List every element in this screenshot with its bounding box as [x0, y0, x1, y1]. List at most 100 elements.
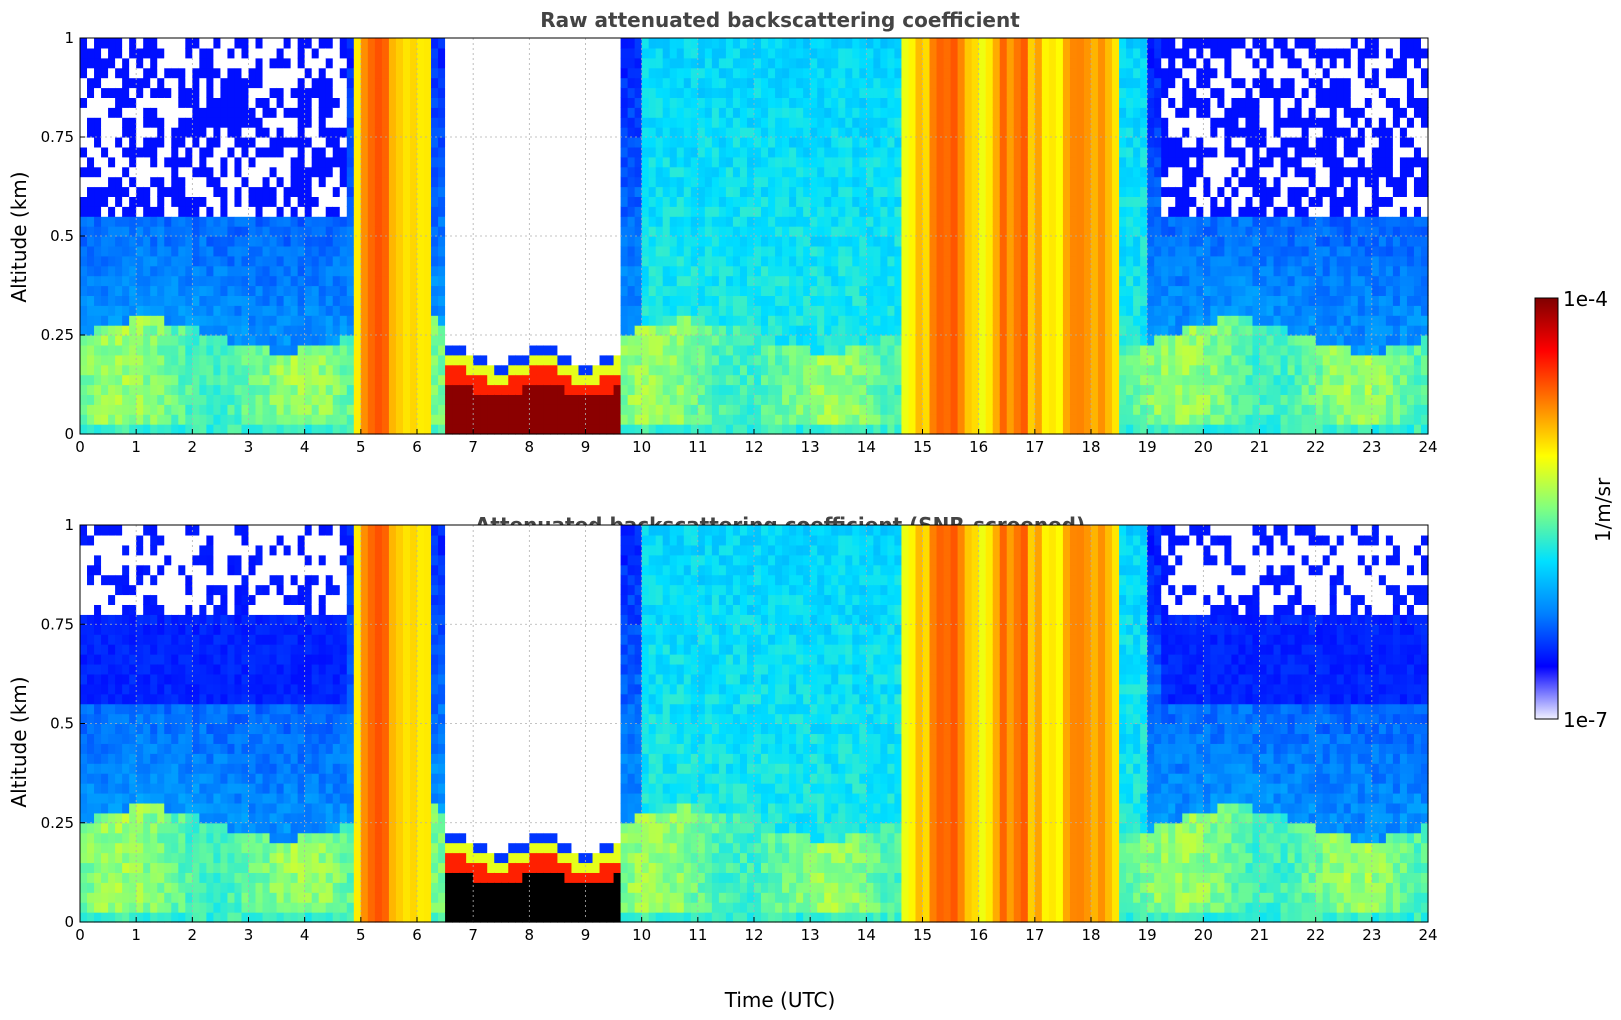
- heatmap-cell: [817, 57, 825, 69]
- heatmap-cell: [157, 77, 165, 89]
- heatmap-cell: [409, 67, 418, 79]
- heatmap-cell: [732, 57, 741, 69]
- heatmap-cell: [578, 127, 587, 138]
- heatmap-cell: [466, 305, 474, 316]
- heatmap-cell: [655, 404, 664, 415]
- heatmap-cell: [894, 424, 903, 435]
- heatmap-cell: [122, 127, 130, 138]
- heatmap-cell: [894, 394, 903, 405]
- heatmap-cell: [648, 354, 657, 366]
- heatmap-cell: [199, 137, 207, 148]
- heatmap-cell: [346, 335, 355, 346]
- heatmap-cell: [438, 364, 446, 376]
- heatmap-cell: [845, 77, 853, 89]
- heatmap-cell: [634, 315, 643, 326]
- heatmap-cell: [136, 38, 144, 49]
- heatmap-cell: [803, 275, 811, 287]
- heatmap-cell: [360, 137, 369, 148]
- heatmap-cell: [325, 245, 334, 257]
- heatmap-cell: [543, 206, 551, 217]
- heatmap-cell: [353, 295, 362, 306]
- heatmap-cell: [339, 384, 348, 395]
- heatmap-cell: [213, 364, 222, 376]
- heatmap-cell: [761, 107, 769, 118]
- heatmap-cell: [325, 295, 334, 306]
- heatmap-cell: [452, 354, 460, 366]
- heatmap-cell: [613, 137, 622, 148]
- heatmap-cell: [620, 384, 629, 395]
- heatmap-cell: [136, 107, 144, 118]
- heatmap-cell: [690, 404, 699, 415]
- heatmap-cell: [529, 57, 537, 69]
- heatmap-cell: [796, 206, 804, 217]
- heatmap-cell: [761, 166, 769, 178]
- heatmap-cell: [115, 216, 123, 227]
- heatmap-cell: [80, 206, 88, 217]
- heatmap-cell: [227, 67, 236, 79]
- heatmap-cell: [150, 384, 158, 395]
- heatmap-cell: [529, 305, 537, 316]
- heatmap-cell: [108, 344, 116, 356]
- heatmap-cell: [438, 67, 446, 79]
- heatmap-cell: [529, 394, 537, 405]
- heatmap-cell: [346, 295, 355, 306]
- heatmap-cell: [417, 77, 425, 89]
- heatmap-cell: [634, 245, 643, 257]
- heatmap-cell: [318, 245, 327, 257]
- heatmap-cell: [746, 236, 755, 247]
- heatmap-cell: [318, 295, 327, 306]
- heatmap-cell: [571, 414, 580, 425]
- heatmap-cell: [901, 255, 910, 267]
- heatmap-cell: [725, 47, 734, 59]
- heatmap-cell: [178, 354, 186, 366]
- heatmap-cell: [466, 374, 474, 386]
- heatmap-cell: [220, 384, 229, 395]
- heatmap-cell: [515, 216, 523, 227]
- heatmap-cell: [543, 275, 551, 287]
- heatmap-cell: [929, 176, 938, 188]
- heatmap-cell: [515, 226, 523, 237]
- heatmap-cell: [325, 87, 334, 98]
- heatmap-cell: [894, 146, 903, 158]
- heatmap-cell: [395, 245, 404, 257]
- heatmap-cell: [676, 374, 685, 386]
- heatmap-cell: [810, 354, 818, 366]
- heatmap-cell: [353, 57, 362, 69]
- heatmap-cell: [136, 156, 144, 168]
- heatmap-cell: [381, 156, 390, 168]
- heatmap-cell: [402, 166, 411, 178]
- heatmap-cell: [683, 97, 692, 108]
- heatmap-cell: [782, 384, 790, 395]
- heatmap-cell: [395, 77, 404, 89]
- heatmap-cell: [522, 245, 530, 257]
- heatmap-cell: [374, 67, 383, 79]
- heatmap-cell: [241, 176, 250, 188]
- heatmap-cell: [936, 146, 945, 158]
- heatmap-cell: [101, 77, 109, 89]
- heatmap-cell: [431, 117, 439, 128]
- heatmap-cell: [381, 107, 390, 118]
- heatmap-cell: [409, 206, 418, 217]
- heatmap-cell: [269, 47, 278, 59]
- heatmap-cell: [395, 146, 404, 158]
- heatmap-cell: [199, 77, 207, 89]
- heatmap-cell: [248, 344, 257, 356]
- heatmap-cell: [852, 325, 860, 336]
- heatmap-cell: [220, 285, 229, 296]
- heatmap-cell: [445, 137, 453, 148]
- heatmap-cell: [283, 384, 292, 395]
- heatmap-cell: [466, 414, 474, 425]
- heatmap-cell: [606, 176, 615, 188]
- heatmap-cell: [669, 354, 678, 366]
- heatmap-cell: [94, 67, 102, 79]
- heatmap-cell: [697, 77, 706, 89]
- heatmap-cell: [311, 87, 320, 98]
- heatmap-cell: [501, 364, 509, 376]
- heatmap-cell: [424, 196, 432, 207]
- heatmap-cell: [543, 285, 551, 296]
- heatmap-cell: [381, 166, 390, 178]
- heatmap-cell: [732, 255, 741, 267]
- heatmap-cell: [908, 394, 917, 405]
- heatmap-cell: [810, 107, 818, 118]
- heatmap-cell: [185, 295, 193, 306]
